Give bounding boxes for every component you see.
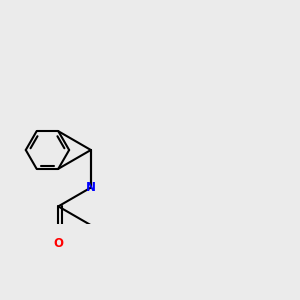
Text: N: N [86,181,96,194]
Text: O: O [53,238,63,250]
